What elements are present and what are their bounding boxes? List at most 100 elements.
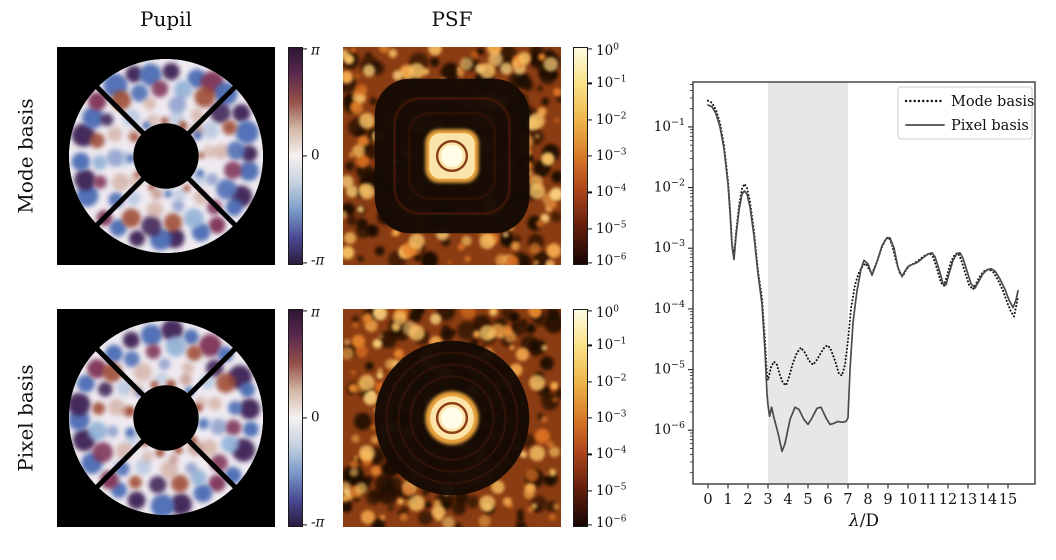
colorbar-tick xyxy=(588,490,592,492)
phase-blob xyxy=(160,460,179,479)
speckle-bright xyxy=(345,185,359,198)
phase-blob xyxy=(183,329,199,345)
phase-blob xyxy=(133,363,152,382)
phase-blob xyxy=(106,425,119,438)
phase-blob xyxy=(196,169,204,178)
speckle-dark xyxy=(516,514,525,522)
pupil-phase-map-pixel-basis xyxy=(57,309,275,527)
speckle-dark xyxy=(369,97,378,106)
core-ring xyxy=(435,401,469,435)
speckle-dark xyxy=(345,94,354,103)
phase-blob xyxy=(190,469,207,486)
speckle-dark xyxy=(516,509,524,517)
speckle-bright xyxy=(349,459,359,469)
speckle-bright xyxy=(370,465,381,476)
speckle-dark xyxy=(374,246,385,256)
x-axis-tick-label: 2 xyxy=(743,492,752,508)
speckle-dark xyxy=(440,62,461,82)
psf-tick-label: 10−2 xyxy=(596,373,627,390)
speckle-dark xyxy=(384,476,402,494)
speckle-bright xyxy=(534,428,550,444)
speckle-bright xyxy=(469,51,479,61)
phase-blob xyxy=(226,141,246,161)
speckle-bright xyxy=(354,84,368,97)
phase-blob xyxy=(71,123,96,147)
speckle-dark xyxy=(356,223,371,239)
speckle-bright xyxy=(356,154,370,168)
series-pixel-basis xyxy=(707,104,1019,453)
phase-blob xyxy=(127,491,146,510)
phase-blob xyxy=(123,351,140,368)
phase-blob xyxy=(215,372,236,393)
colorbar-tick xyxy=(303,262,307,264)
x-axis-tick-label: 11 xyxy=(919,492,937,508)
speckle-bright xyxy=(544,471,550,477)
phase-blob xyxy=(208,474,226,492)
phase-blob xyxy=(142,121,151,130)
speckle-bright xyxy=(525,492,531,499)
phase-blob xyxy=(192,131,202,141)
phase-blob xyxy=(172,199,184,212)
speckle-bright xyxy=(363,390,378,406)
phase-blob xyxy=(213,144,229,160)
speckle-dark xyxy=(541,392,559,411)
speckle-dark xyxy=(555,387,561,399)
phase-blob xyxy=(208,216,226,234)
speckle-dark xyxy=(418,510,433,525)
speckle-bright xyxy=(362,313,373,324)
speckle-bright xyxy=(355,94,365,103)
phase-blob xyxy=(143,97,157,110)
colorbar-tick xyxy=(588,524,592,526)
speckle-bright xyxy=(371,424,377,430)
speckle-bright xyxy=(435,514,443,522)
speckle-dark xyxy=(525,323,536,334)
speckle-bright xyxy=(502,497,512,507)
dark-hole-ring xyxy=(407,111,497,201)
phase-blob xyxy=(193,483,213,503)
speckle-bright xyxy=(528,309,543,319)
speckle-dark xyxy=(454,523,462,527)
colorbar-tick xyxy=(588,191,592,193)
speckle-dark xyxy=(522,79,534,91)
phase-blob xyxy=(121,208,141,228)
speckle-dark xyxy=(466,495,480,509)
speckle-bright xyxy=(397,498,404,505)
speckle-bright xyxy=(355,344,368,358)
phase-blob xyxy=(179,373,192,386)
phase-tick-label-zero: 0 xyxy=(311,409,320,426)
speckle-bright xyxy=(541,416,548,423)
x-axis-tick-label: 5 xyxy=(803,492,812,508)
plot-frame xyxy=(692,81,1036,485)
colorbar-tick xyxy=(303,48,307,50)
phase-colorbar-pixel-basis: π 0 -π xyxy=(288,306,348,528)
speckle-dark xyxy=(353,412,372,431)
phase-blob xyxy=(107,126,123,142)
x-axis-tick-label: 7 xyxy=(843,492,852,508)
speckle-bright xyxy=(360,510,375,525)
dark-hole-shaded-region xyxy=(768,82,848,484)
phase-blob xyxy=(131,134,138,141)
speckle-lobe xyxy=(479,62,496,79)
phase-blob xyxy=(194,86,216,108)
phase-blob xyxy=(168,95,187,114)
psf-image-mode-basis xyxy=(343,47,561,265)
speckle-bright xyxy=(349,152,354,158)
phase-blob xyxy=(151,188,163,200)
dark-hole-ring xyxy=(397,363,507,473)
phase-blob xyxy=(163,213,183,232)
psf-tick-label: 10−6 xyxy=(596,252,627,269)
speckle-dark xyxy=(371,518,386,527)
speckle-bright xyxy=(535,219,545,228)
speckle-bright xyxy=(388,48,398,58)
phase-blob xyxy=(235,120,259,144)
row-label-mode-basis-text: Mode basis xyxy=(14,98,39,214)
phase-blob xyxy=(168,454,179,465)
speckle-dark xyxy=(351,315,360,323)
phase-blob xyxy=(217,346,234,363)
phase-blob xyxy=(151,80,169,98)
speckle-dark xyxy=(365,475,374,484)
x-axis-tick-label: 1 xyxy=(723,492,732,508)
x-axis-tick-label: 12 xyxy=(939,492,957,508)
x-axis-tick-label: 3 xyxy=(763,492,772,508)
colorbar-tick xyxy=(303,417,307,419)
